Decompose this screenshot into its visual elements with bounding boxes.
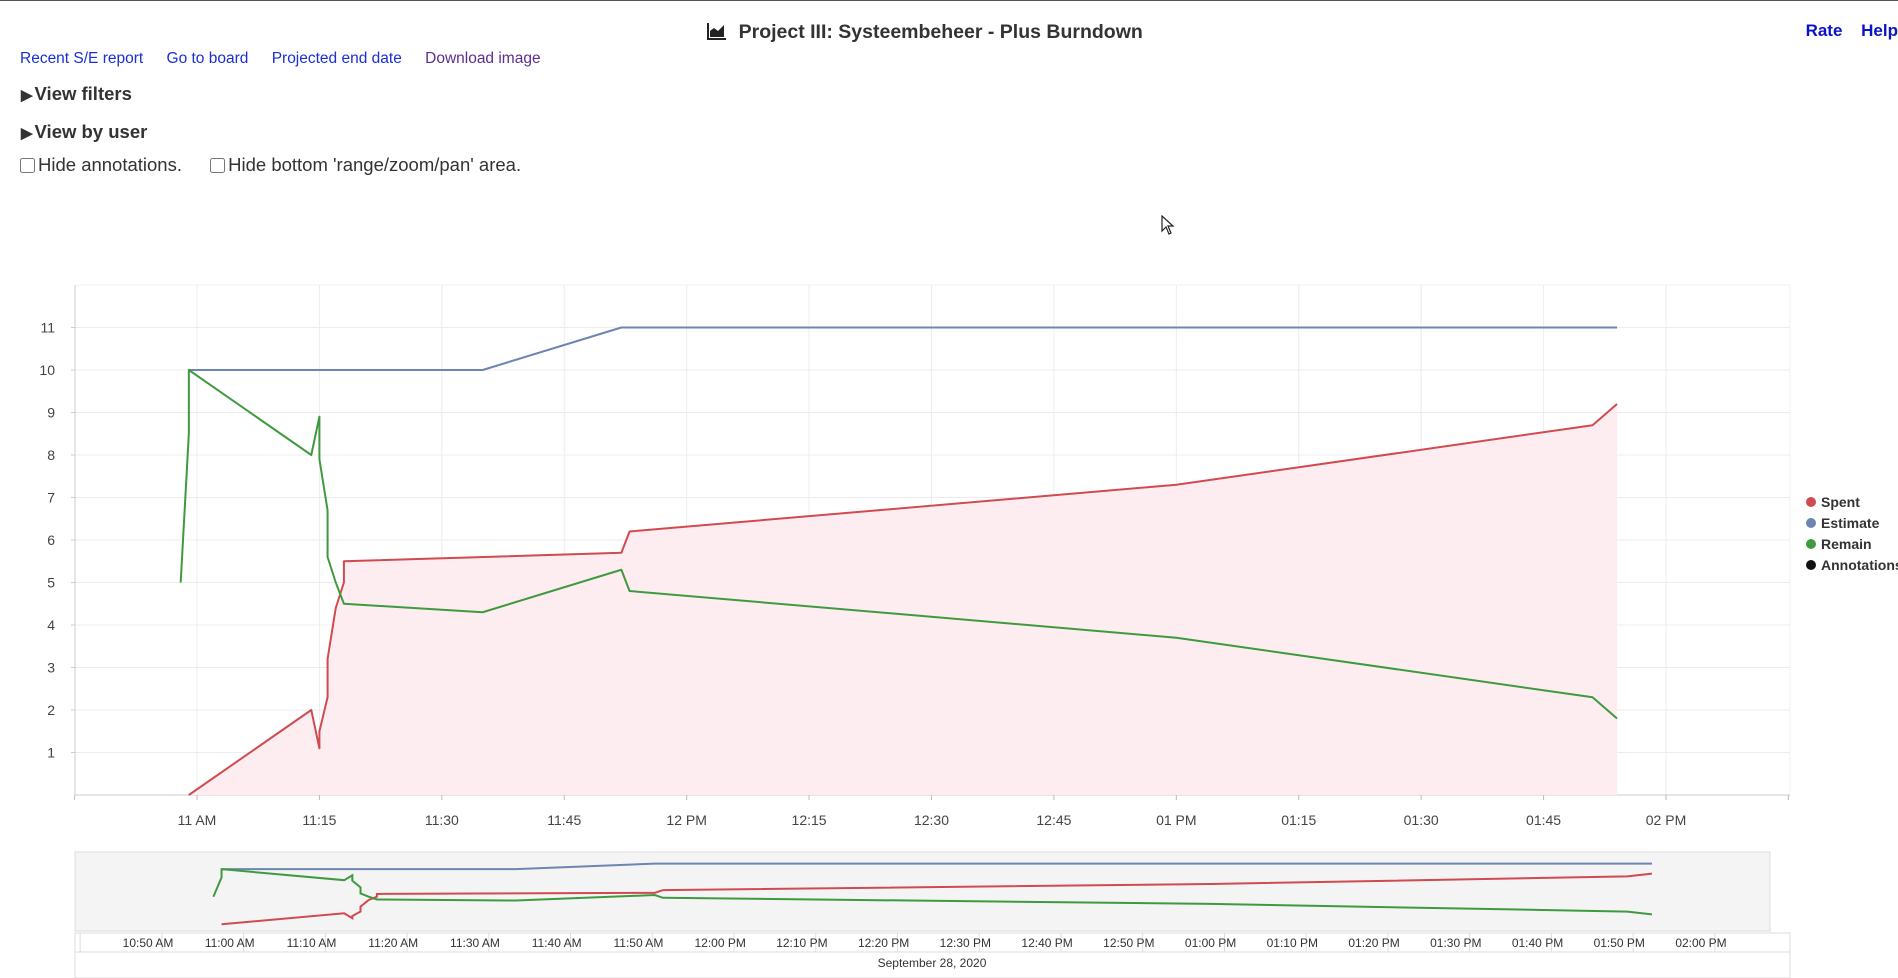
- legend-label-estimate: Estimate: [1821, 515, 1880, 531]
- navigator-tick-label: 12:30 PM: [940, 936, 991, 950]
- navigator-tick-label: 12:00 PM: [694, 936, 745, 950]
- navigator-tick-label: 02:00 PM: [1675, 936, 1726, 950]
- page-title: Project III: Systeembeheer - Plus Burndo…: [0, 21, 1850, 44]
- top-right-links: Rate Help: [1792, 21, 1898, 41]
- navigator-tick-label: 11:50 AM: [614, 936, 664, 950]
- navigator-estimate-line: [221, 862, 1652, 871]
- legend-label-remain: Remain: [1821, 536, 1872, 552]
- x-tick-label: 12 PM: [666, 812, 706, 828]
- expand-triangle-icon: ▶: [21, 125, 33, 142]
- hide-range-checkbox[interactable]: [210, 158, 226, 173]
- navigator-tick-label: 10:50 AM: [123, 936, 174, 950]
- download-image-link[interactable]: Download image: [425, 50, 541, 67]
- hide-annotations-option[interactable]: Hide annotations.: [19, 154, 182, 175]
- navigator-tick-label: 12:20 PM: [858, 936, 909, 950]
- x-tick-label: 01:30: [1404, 812, 1439, 828]
- legend-label-spent: Spent: [1821, 494, 1860, 510]
- navigator-tick-label: 11:10 AM: [287, 936, 337, 950]
- hide-range-option[interactable]: Hide bottom 'range/zoom/pan' area.: [209, 154, 521, 175]
- legend-marker-remain: [1806, 539, 1816, 549]
- navigator-axis: [74, 932, 1791, 978]
- navigator-plot-area: [74, 851, 1771, 932]
- navigator-tick-label: 12:40 PM: [1021, 936, 1072, 950]
- rate-link[interactable]: Rate: [1805, 21, 1843, 40]
- navigator-date-label: September 28, 2020: [878, 956, 987, 970]
- legend-marker-annotations: [1806, 560, 1816, 570]
- view-by-user-label: View by user: [34, 121, 148, 142]
- report-links: Recent S/E report Go to board Projected …: [20, 50, 560, 68]
- x-tick-label: 12:45: [1036, 812, 1071, 828]
- legend-label-annotations: Annotations: [1821, 557, 1898, 573]
- hide-range-label: Hide bottom 'range/zoom/pan' area.: [228, 154, 522, 175]
- navigator-tick-label: 01:20 PM: [1348, 936, 1399, 950]
- navigator-tick-label: 11:20 AM: [368, 936, 418, 950]
- y-tick-label: 7: [47, 490, 55, 506]
- y-tick-label: 1: [47, 745, 55, 761]
- navigator-tick-label: 12:50 PM: [1103, 936, 1154, 950]
- legend-marker-estimate: [1806, 518, 1816, 528]
- range-navigator: 10:50 AM 11:00 AM 11:10 AM 11:20 AM 11:30 AM…: [74, 851, 1791, 978]
- view-filters-toggle[interactable]: ▶ View filters: [21, 83, 132, 105]
- navigator-tick-label: 01:40 PM: [1512, 936, 1563, 950]
- navigator-tick-label: 11:40 AM: [532, 936, 582, 950]
- x-tick-label: 01:15: [1281, 812, 1316, 828]
- y-tick-label: 9: [47, 405, 55, 421]
- hide-annotations-checkbox[interactable]: [20, 158, 35, 173]
- remain-series-line: [179, 369, 1618, 720]
- projected-end-date-link[interactable]: Projected end date: [271, 50, 402, 67]
- x-tick-label: 01:45: [1526, 812, 1561, 828]
- mouse-cursor-icon: [1161, 214, 1175, 240]
- view-filters-label: View filters: [34, 83, 132, 104]
- navigator-tick-label: 11:00 AM: [205, 936, 255, 950]
- y-tick-label: 8: [47, 447, 55, 463]
- estimate-series-line: [188, 326, 1618, 371]
- x-tick-label: 02 PM: [1646, 812, 1686, 828]
- page-title-text: Project III: Systeembeheer - Plus Burndo…: [738, 21, 1143, 43]
- y-tick-label: 3: [47, 660, 55, 676]
- navigator-tick-label: 01:10 PM: [1267, 936, 1318, 950]
- help-link[interactable]: Help: [1861, 21, 1898, 40]
- navigator-tick-label: 12:10 PM: [776, 936, 827, 950]
- navigator-tick-label: 11:30 AM: [450, 936, 500, 950]
- navigator-tick-label: 01:50 PM: [1594, 936, 1645, 950]
- y-tick-label: 10: [39, 362, 55, 378]
- y-tick-label: 6: [47, 532, 55, 548]
- x-tick-label: 11 AM: [178, 812, 217, 828]
- main-plot: 1 2 3 4 5 6 7 8 9 10 11 11 AM 11:15 11:30 11:45 12 PM 12…: [39, 284, 1791, 828]
- x-tick-label: 11:45: [547, 812, 581, 828]
- chart-options: Hide annotations. Hide bottom 'range/zoo…: [19, 154, 543, 176]
- y-tick-label: 11: [40, 320, 55, 336]
- spent-area: [188, 404, 1618, 795]
- legend-marker-spent: [1806, 497, 1816, 507]
- y-tick-label: 4: [47, 617, 55, 633]
- x-tick-label: 11:30: [425, 812, 459, 828]
- recent-report-link[interactable]: Recent S/E report: [20, 50, 144, 67]
- navigator-tick-label: 01:00 PM: [1185, 936, 1236, 950]
- navigator-remain-line: [212, 868, 1653, 916]
- area-chart-icon: [707, 21, 738, 43]
- navigator-tick-label: 01:30 PM: [1430, 936, 1481, 950]
- x-tick-label: 01 PM: [1156, 812, 1196, 828]
- hide-annotations-label: Hide annotations.: [38, 154, 182, 175]
- view-by-user-toggle[interactable]: ▶ View by user: [21, 121, 147, 143]
- x-tick-label: 12:15: [792, 812, 827, 828]
- y-tick-label: 5: [47, 575, 55, 591]
- x-tick-label: 11:15: [302, 812, 336, 828]
- go-to-board-link[interactable]: Go to board: [166, 50, 249, 67]
- y-tick-label: 2: [47, 702, 55, 718]
- chart-legend: Spent Estimate Remain Annotations: [1806, 494, 1898, 573]
- expand-triangle-icon: ▶: [21, 87, 33, 104]
- x-tick-label: 12:30: [914, 812, 949, 828]
